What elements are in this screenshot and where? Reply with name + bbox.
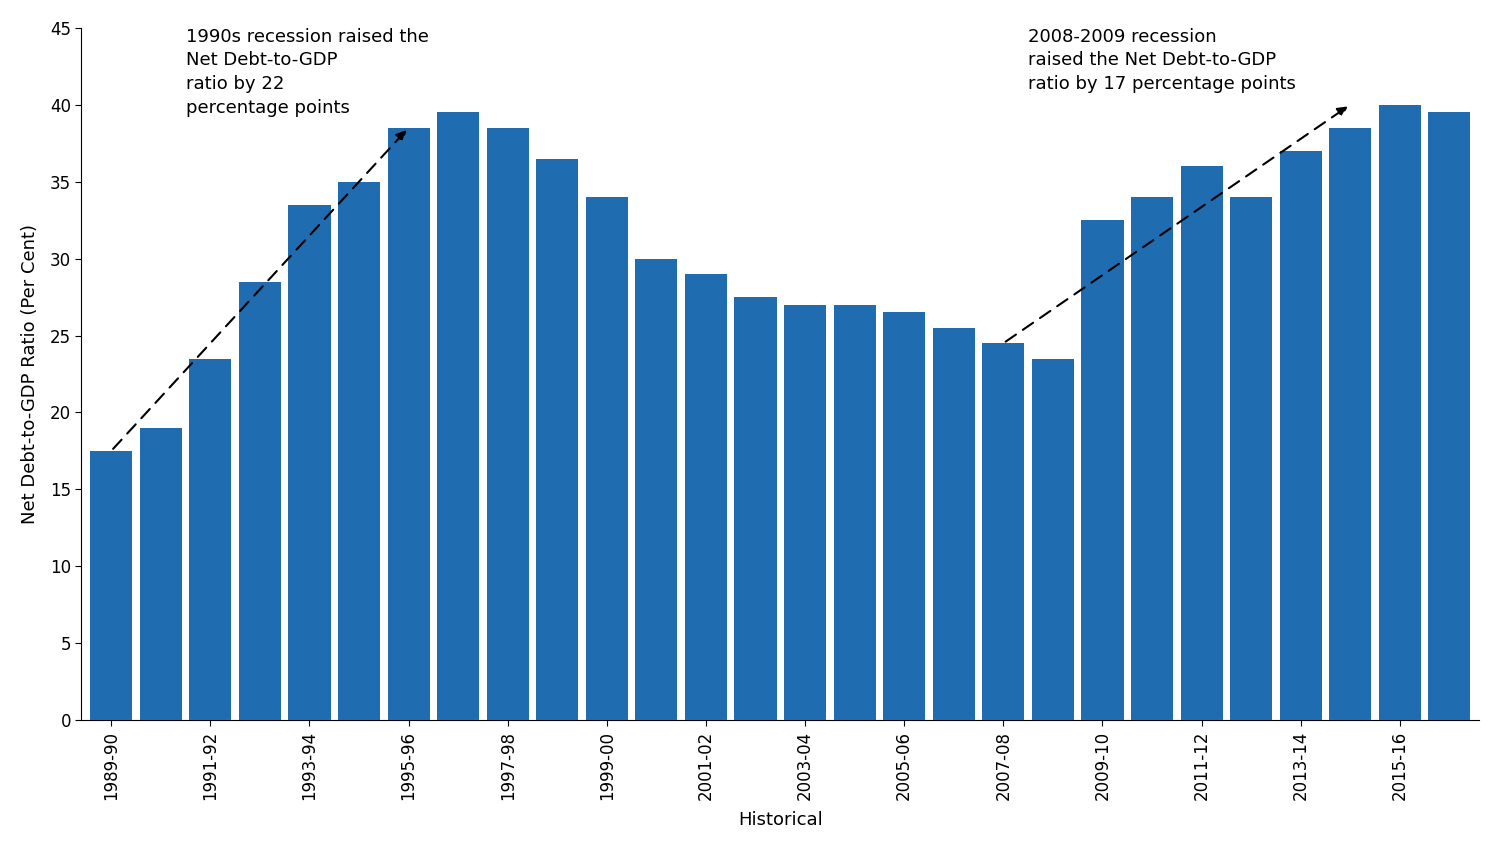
Bar — [735, 297, 777, 720]
Bar — [1131, 197, 1173, 720]
Bar — [1180, 167, 1222, 720]
Bar — [686, 274, 728, 720]
Bar — [982, 343, 1024, 720]
Bar — [189, 359, 231, 720]
Bar — [387, 128, 429, 720]
Bar — [1378, 105, 1420, 720]
Bar — [288, 205, 330, 720]
Bar — [436, 112, 478, 720]
Bar — [884, 313, 926, 720]
Bar — [1280, 151, 1322, 720]
Bar — [1230, 197, 1272, 720]
Bar — [1032, 359, 1074, 720]
Bar — [834, 305, 876, 720]
Y-axis label: Net Debt-to-GDP Ratio (Per Cent): Net Debt-to-GDP Ratio (Per Cent) — [21, 224, 39, 524]
Bar — [338, 182, 380, 720]
Bar — [1428, 112, 1470, 720]
Bar — [140, 428, 182, 720]
X-axis label: Historical: Historical — [738, 811, 822, 829]
Bar — [1082, 220, 1124, 720]
Bar — [486, 128, 530, 720]
Text: 1990s recession raised the
Net Debt-to-GDP
ratio by 22
percentage points: 1990s recession raised the Net Debt-to-G… — [186, 28, 429, 116]
Bar — [636, 258, 678, 720]
Bar — [784, 305, 826, 720]
Bar — [1329, 128, 1371, 720]
Bar — [90, 450, 132, 720]
Bar — [238, 281, 280, 720]
Text: 2008-2009 recession
raised the Net Debt-to-GDP
ratio by 17 percentage points: 2008-2009 recession raised the Net Debt-… — [1028, 28, 1296, 93]
Bar — [586, 197, 628, 720]
Bar — [536, 159, 579, 720]
Bar — [933, 328, 975, 720]
